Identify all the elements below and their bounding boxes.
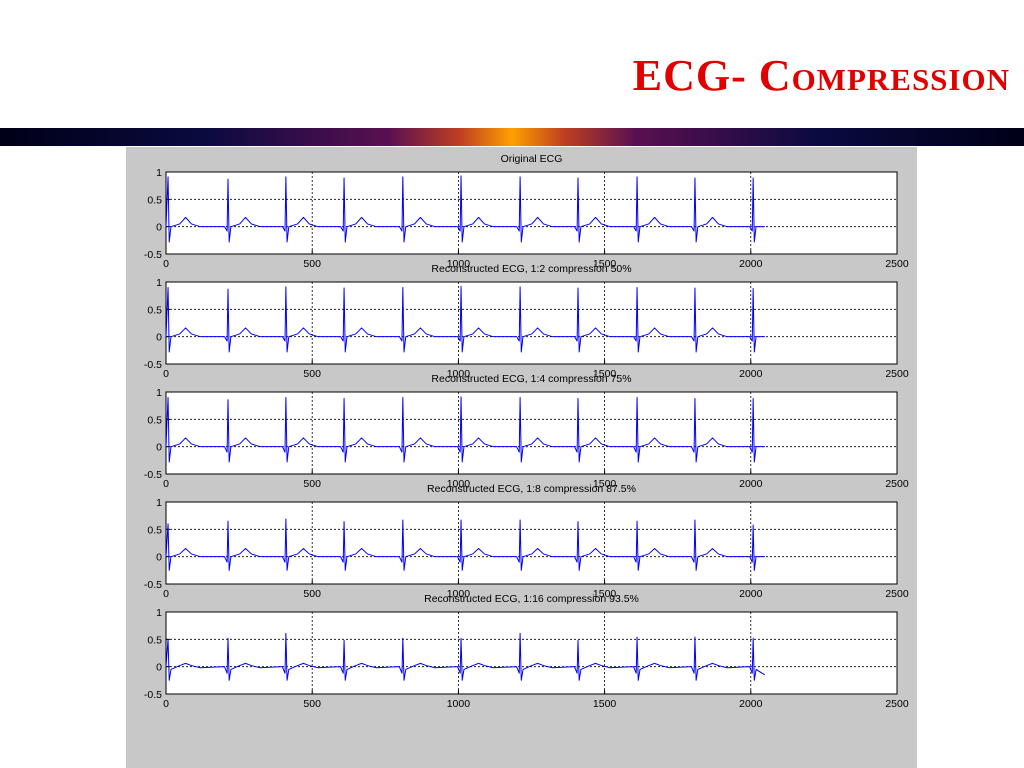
y-tick-label: 0 bbox=[156, 222, 162, 234]
decorative-band bbox=[0, 128, 1024, 146]
y-tick-label: 0 bbox=[156, 662, 162, 674]
axes-background bbox=[166, 502, 897, 584]
x-tick-label: 1500 bbox=[593, 478, 617, 490]
y-tick-label: -0.5 bbox=[144, 359, 162, 371]
subplot-title: Reconstructed ECG, 1:16 compression 93.5… bbox=[424, 593, 639, 605]
axes-box bbox=[165, 391, 898, 475]
axes-background bbox=[166, 172, 897, 254]
x-tick-label: 2000 bbox=[739, 368, 763, 380]
x-tick-label: 2500 bbox=[885, 258, 909, 270]
y-tick-label: 1 bbox=[156, 277, 162, 289]
ecg-line bbox=[165, 518, 765, 571]
y-tick-label: 0.5 bbox=[147, 524, 162, 536]
x-tick-label: 0 bbox=[163, 368, 169, 380]
x-tick-label: 1000 bbox=[447, 478, 471, 490]
y-tick-label: -0.5 bbox=[144, 469, 162, 481]
x-tick-label: 2000 bbox=[739, 478, 763, 490]
y-tick-label: 0 bbox=[156, 442, 162, 454]
x-tick-label: 500 bbox=[303, 368, 321, 380]
y-tick-label: 1 bbox=[156, 387, 162, 399]
axes-box bbox=[165, 501, 898, 585]
subplot-title: Original ECG bbox=[501, 153, 563, 165]
y-tick-label: -0.5 bbox=[144, 689, 162, 701]
y-tick-label: -0.5 bbox=[144, 579, 162, 591]
subplot-title: Reconstructed ECG, 1:8 compression 87.5% bbox=[427, 483, 636, 495]
x-tick-label: 1500 bbox=[593, 368, 617, 380]
x-tick-label: 2000 bbox=[739, 698, 763, 710]
axes-box bbox=[165, 281, 898, 365]
axes-box bbox=[165, 611, 898, 695]
x-tick-label: 1500 bbox=[593, 698, 617, 710]
axes-background bbox=[166, 282, 897, 364]
y-tick-label: -0.5 bbox=[144, 249, 162, 261]
y-tick-label: 0.5 bbox=[147, 304, 162, 316]
slide-title: ECG- Compression bbox=[632, 51, 1010, 100]
ecg-line bbox=[165, 175, 765, 243]
ecg-line bbox=[165, 632, 766, 681]
x-tick-label: 500 bbox=[303, 588, 321, 600]
x-tick-label: 500 bbox=[303, 258, 321, 270]
x-tick-label: 1500 bbox=[593, 588, 617, 600]
x-tick-label: 1000 bbox=[447, 368, 471, 380]
ecg-line bbox=[165, 285, 765, 353]
x-tick-label: 2000 bbox=[739, 258, 763, 270]
ecg-line bbox=[165, 396, 765, 463]
y-tick-label: 0.5 bbox=[147, 194, 162, 206]
x-tick-label: 2000 bbox=[739, 588, 763, 600]
x-tick-label: 1000 bbox=[447, 698, 471, 710]
x-tick-label: 2500 bbox=[885, 588, 909, 600]
y-tick-label: 1 bbox=[156, 167, 162, 179]
x-tick-label: 0 bbox=[163, 478, 169, 490]
subplot-title: Reconstructed ECG, 1:2 compression 50% bbox=[431, 263, 631, 275]
y-tick-label: 0 bbox=[156, 332, 162, 344]
y-tick-label: 0.5 bbox=[147, 414, 162, 426]
x-tick-label: 1500 bbox=[593, 258, 617, 270]
subplot-title: Reconstructed ECG, 1:4 compression 75% bbox=[431, 373, 631, 385]
axes-box bbox=[165, 171, 898, 255]
x-tick-label: 500 bbox=[303, 478, 321, 490]
x-tick-label: 2500 bbox=[885, 478, 909, 490]
x-tick-label: 2500 bbox=[885, 368, 909, 380]
axes-background bbox=[166, 392, 897, 474]
x-tick-label: 0 bbox=[163, 588, 169, 600]
x-tick-label: 500 bbox=[303, 698, 321, 710]
x-tick-label: 2500 bbox=[885, 698, 909, 710]
y-tick-label: 1 bbox=[156, 497, 162, 509]
x-tick-label: 1000 bbox=[447, 258, 471, 270]
x-tick-label: 1000 bbox=[447, 588, 471, 600]
y-tick-label: 0 bbox=[156, 552, 162, 564]
y-tick-label: 1 bbox=[156, 607, 162, 619]
y-tick-label: 0.5 bbox=[147, 634, 162, 646]
x-tick-label: 0 bbox=[163, 258, 169, 270]
x-tick-label: 0 bbox=[163, 698, 169, 710]
axes-background bbox=[166, 612, 897, 694]
